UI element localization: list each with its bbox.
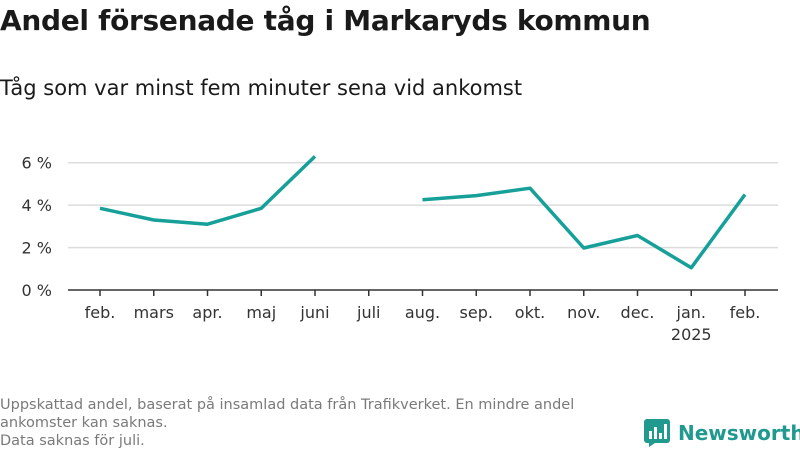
chart-subtitle: Tåg som var minst fem minuter sena vid a…	[0, 76, 523, 100]
y-tick-label: 6 %	[22, 154, 52, 173]
x-tick-label: sep.	[460, 303, 493, 322]
x-tick-label: mars	[134, 303, 174, 322]
axes: 0 % 2 % 4 % 6 % feb. mars apr. maj juni juli aug. s…	[22, 154, 778, 344]
brand: Newsworthy	[644, 419, 800, 447]
chart-title: Andel försenade tåg i Markaryds kommun	[0, 4, 651, 37]
x-tick-label: feb.	[730, 303, 761, 322]
y-tick-label: 4 %	[22, 196, 52, 215]
footnote-missing-data: Data saknas för juli.	[0, 433, 145, 449]
x-tick-label: nov.	[567, 303, 600, 322]
x-tick-label: apr.	[192, 303, 222, 322]
footnote-source: Uppskattad andel, baserat på insamlad da…	[0, 397, 575, 431]
x-tick-label: aug.	[405, 303, 440, 322]
series-line	[422, 186, 747, 270]
brand-name: Newsworthy	[678, 421, 800, 445]
x-tick-label: juli	[356, 303, 380, 322]
x-tick-label: maj	[246, 303, 276, 322]
x-tick-label: jan.	[676, 303, 706, 322]
x-tick-label: juni	[299, 303, 329, 322]
grid-lines	[68, 161, 778, 249]
x-tick-label: dec.	[621, 303, 655, 322]
x-tick-sublabel: 2025	[671, 325, 712, 344]
newsworthy-logo-icon	[644, 419, 670, 447]
y-tick-label: 2 %	[22, 239, 52, 258]
x-tick-label: okt.	[515, 303, 545, 322]
series-lines	[99, 155, 747, 270]
series-line	[99, 155, 317, 226]
x-tick-label: feb.	[85, 303, 116, 322]
y-tick-label: 0 %	[22, 281, 52, 300]
footnote: Uppskattad andel, baserat på insamlad da…	[0, 396, 630, 450]
